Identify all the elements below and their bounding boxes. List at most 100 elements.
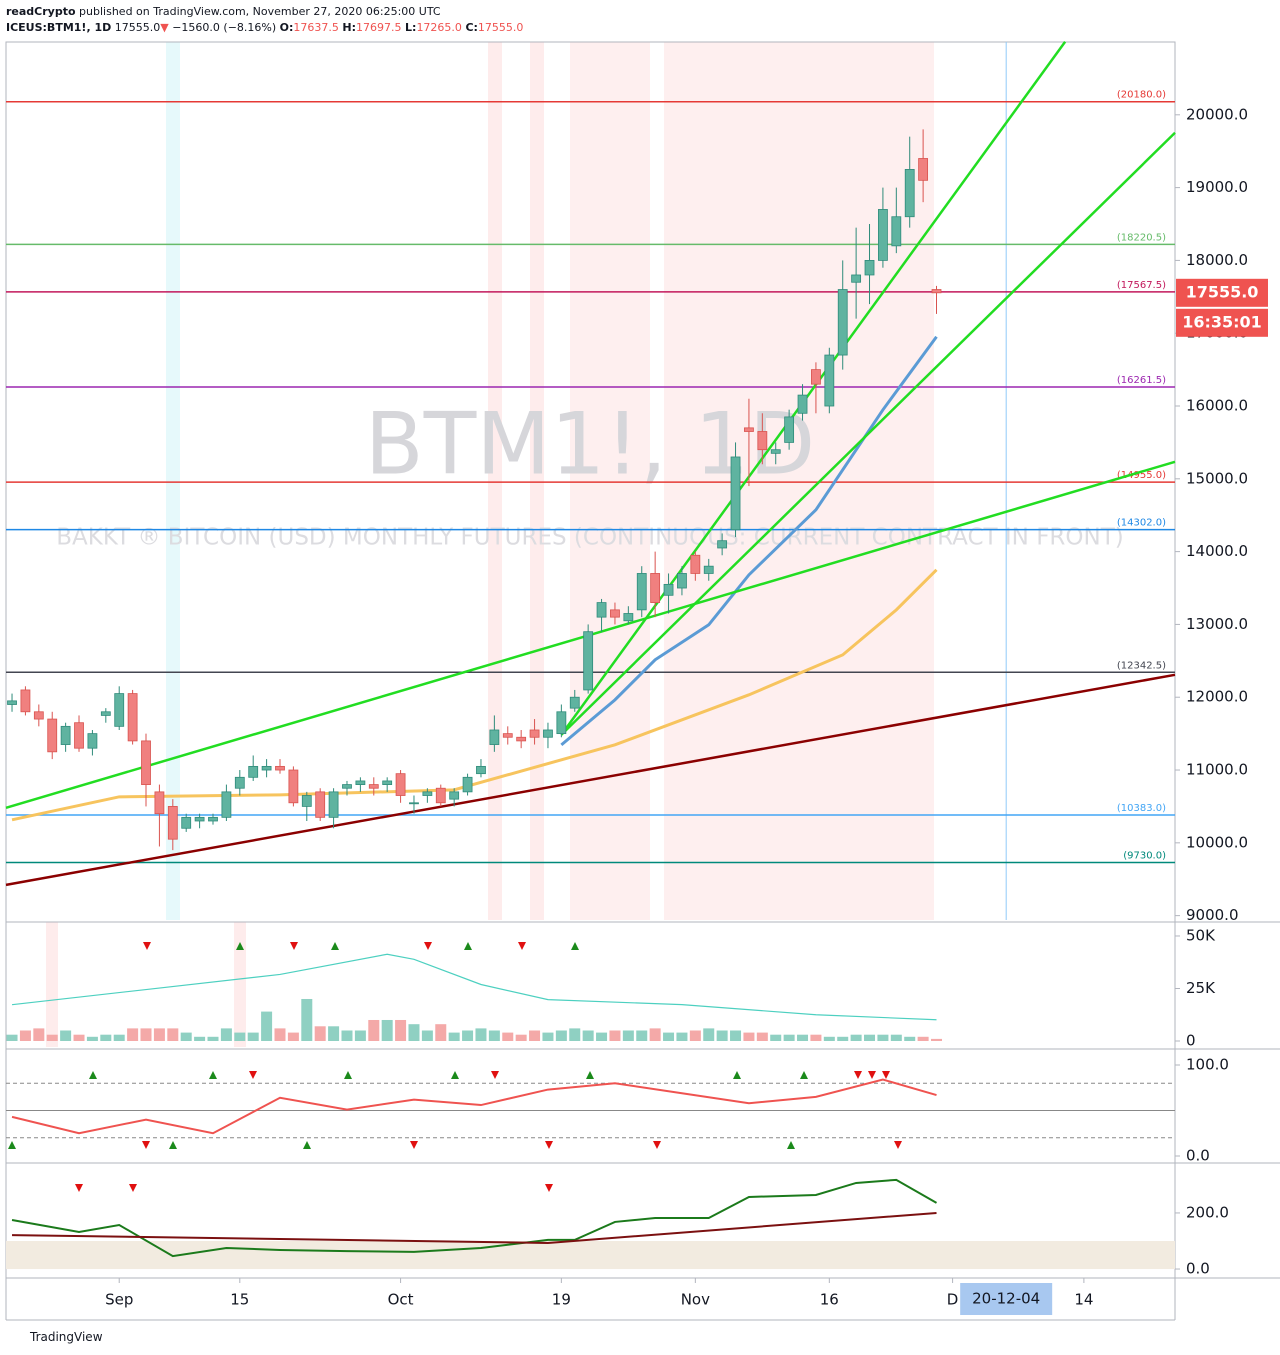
cv: 17555.0: [477, 21, 524, 34]
candle-body: [918, 158, 929, 181]
volume-bar: [582, 1030, 594, 1041]
y-tick-label: 18000.0: [1186, 251, 1248, 269]
price-badge: [1176, 278, 1268, 307]
signal-arrow: [129, 1184, 137, 1192]
y-tick-label: 14000.0: [1186, 542, 1248, 560]
volume-bar: [716, 1030, 728, 1041]
published: published on TradingView.com, November 2…: [79, 5, 441, 18]
signal-arrow: [249, 1071, 257, 1079]
volume-bar: [756, 1032, 768, 1041]
y-tick-label: 50K: [1186, 926, 1216, 944]
candle-body: [382, 780, 393, 785]
candle-body: [208, 816, 218, 822]
signal-arrow: [787, 1141, 795, 1149]
signal-arrow: [868, 1071, 876, 1079]
change: −1560.0 (−8.16%): [172, 21, 277, 34]
candle-body: [744, 427, 754, 432]
level-label: (9730.0): [1123, 850, 1166, 861]
y-tick-label: 12000.0: [1186, 688, 1248, 706]
candle-body: [141, 740, 151, 785]
candle-body: [878, 209, 888, 261]
h: H:: [342, 21, 357, 34]
candle-body: [221, 791, 232, 818]
indicator-line: [12, 1211, 937, 1244]
candle-body: [20, 689, 31, 713]
y-tick-label: 25K: [1186, 979, 1216, 997]
volume-bar: [730, 1030, 742, 1041]
volume-bar: [502, 1032, 514, 1041]
volume-bar: [167, 1028, 179, 1041]
lv: 17265.0: [416, 21, 462, 34]
candle-body: [409, 802, 419, 805]
level-label: (12342.5): [1117, 660, 1166, 671]
signal-arrow: [410, 1141, 418, 1149]
volume-bar: [354, 1030, 366, 1041]
header: readCrypto published on TradingView.com,…: [6, 4, 523, 36]
volume-bar: [864, 1034, 876, 1041]
candle-body: [502, 733, 513, 738]
candle-body: [7, 700, 17, 705]
volume-bar: [314, 1026, 326, 1041]
volume-bar: [676, 1032, 688, 1041]
candle-body: [569, 696, 580, 709]
volume-bar: [797, 1034, 809, 1041]
candle-body: [663, 583, 674, 596]
candle-body: [489, 729, 500, 745]
y-tick-label: 15000.0: [1186, 469, 1248, 487]
y-tick-label: 0: [1186, 1031, 1196, 1049]
volume-bar: [542, 1032, 554, 1041]
volume-bar: [529, 1030, 541, 1041]
volume-bar: [261, 1011, 273, 1041]
signal-arrow: [451, 1071, 459, 1079]
volume-bar: [890, 1034, 902, 1041]
x-tick-label: Sep: [105, 1291, 133, 1309]
trendline: [560, 41, 1067, 736]
volume-bar: [33, 1028, 45, 1041]
volume-bar: [113, 1034, 125, 1041]
x-tick-label: Nov: [681, 1291, 710, 1309]
candle-body: [596, 602, 607, 618]
countdown-label: 16:35:01: [1182, 312, 1262, 331]
y-tick-label: 20000.0: [1186, 105, 1248, 123]
volume-bar: [140, 1028, 152, 1041]
x-tick-label: 16: [820, 1291, 839, 1309]
signal-arrow: [653, 1141, 661, 1149]
y-tick-label: 200.0: [1186, 1203, 1229, 1221]
level-label: (20180.0): [1117, 90, 1166, 101]
signal-arrow: [143, 942, 151, 950]
signal-arrow: [142, 1141, 150, 1149]
candle-body: [342, 784, 352, 789]
background-bands: [46, 42, 934, 1047]
candle-body: [636, 573, 647, 611]
volume-bar: [301, 998, 313, 1041]
candle-body: [181, 816, 192, 829]
candle-body: [449, 791, 460, 800]
volume-bar: [247, 1032, 259, 1041]
y-tick-label: 11000.0: [1186, 761, 1248, 779]
candle-body: [87, 733, 98, 749]
volume-bar: [689, 1030, 701, 1041]
candle-body: [127, 693, 138, 742]
candle-body: [824, 354, 835, 407]
candle-body: [931, 289, 942, 294]
candle-body: [422, 791, 433, 796]
volume-bar: [770, 1034, 782, 1041]
indicator-line: [11, 1178, 938, 1258]
candle-body: [516, 736, 527, 742]
candle-body: [114, 693, 125, 727]
candle-body: [757, 431, 768, 451]
x-tick-label: 15: [230, 1291, 249, 1309]
candle-body: [33, 711, 44, 720]
candle-body: [904, 169, 915, 218]
candle-body: [368, 784, 379, 789]
volume-bar: [19, 1030, 31, 1041]
hv: 17697.5: [356, 21, 402, 34]
volume-bar: [6, 1034, 18, 1041]
volume-bar: [462, 1030, 474, 1041]
level-label: (10383.0): [1117, 803, 1166, 814]
volume-bar: [850, 1034, 862, 1041]
candle-body: [435, 787, 446, 804]
volume-bar: [341, 1030, 353, 1041]
volume-bar: [596, 1032, 608, 1041]
candle-body: [261, 765, 272, 771]
